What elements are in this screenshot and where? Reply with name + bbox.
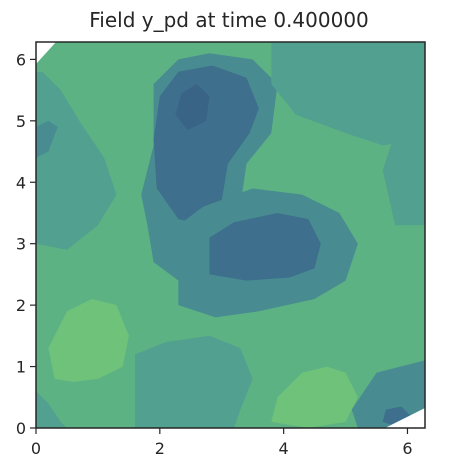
contour-region-bottom-right-low (271, 366, 358, 428)
contour-region-right-band (382, 108, 425, 226)
contour-region-top-right-high (271, 42, 425, 146)
y-tick-label: 3 (16, 235, 26, 254)
y-axis: 0 1 2 3 4 5 6 (16, 50, 36, 438)
contour-region-bottom-left-low (48, 299, 129, 382)
plot-area (36, 42, 425, 428)
contour-region-bottom-right-high (351, 360, 425, 428)
x-tick-label: 0 (31, 439, 41, 458)
y-tick-label: 1 (16, 358, 26, 377)
x-tick-label: 4 (279, 439, 289, 458)
masked-corner-bottom-right (385, 408, 425, 428)
plot-frame (35, 41, 426, 429)
y-tick-label: 4 (16, 173, 26, 192)
y-tick-label: 5 (16, 112, 26, 131)
contour-region-bottom-center-high (135, 335, 253, 428)
y-tick-label: 2 (16, 296, 26, 315)
contour-region-bottom-left-high (36, 391, 67, 428)
masked-corner-top-left (36, 42, 56, 64)
contour-region-left-band (36, 71, 117, 250)
y-tick-label: 0 (16, 419, 26, 438)
contour-region-left-edge-high (36, 120, 58, 158)
x-tick-label: 6 (402, 439, 412, 458)
x-tick-label: 2 (155, 439, 165, 458)
contour-region-upper-center-core (175, 84, 210, 130)
contour-regions (36, 42, 425, 428)
y-tick-label: 6 (16, 50, 26, 69)
contour-region-center-right-peak (209, 213, 321, 281)
x-axis: 0 2 4 6 (31, 428, 413, 458)
chart-title: Field y_pd at time 0.400000 (89, 8, 369, 32)
